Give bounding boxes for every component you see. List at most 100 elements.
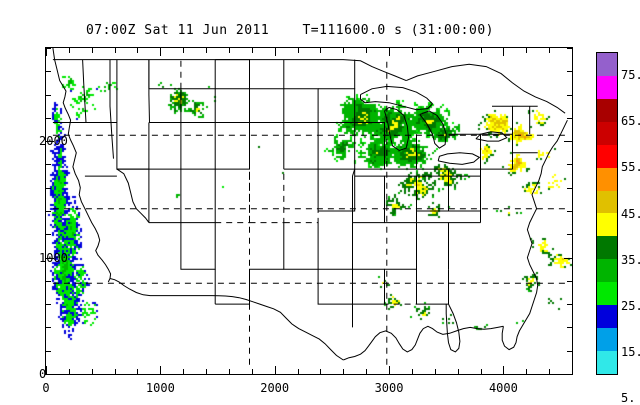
lake-michigan bbox=[384, 106, 410, 152]
colorbar-tick-label: 5. bbox=[621, 391, 636, 405]
x-tick bbox=[320, 369, 321, 374]
y-tick bbox=[46, 95, 51, 96]
y-tick-right bbox=[567, 211, 572, 212]
la-ms-line bbox=[317, 269, 353, 305]
x-tick bbox=[252, 369, 253, 374]
colorbar-band bbox=[597, 305, 617, 329]
x-tick-top bbox=[229, 48, 230, 53]
y-tick-right bbox=[567, 48, 572, 49]
x-tick-top bbox=[481, 48, 482, 53]
nm-tx-line bbox=[180, 222, 216, 270]
x-tick-top bbox=[549, 48, 550, 53]
x-tick-top bbox=[183, 48, 184, 53]
x-tick bbox=[549, 369, 550, 374]
colorbar-tick-label: 45. bbox=[621, 206, 640, 221]
x-tick-top bbox=[115, 48, 116, 53]
x-tick bbox=[69, 369, 70, 374]
y-tick bbox=[46, 48, 51, 49]
colorbar-band bbox=[597, 236, 617, 260]
x-tick bbox=[366, 369, 367, 374]
x-tick bbox=[343, 369, 344, 374]
mexico-border bbox=[109, 278, 344, 361]
x-tick bbox=[298, 369, 299, 374]
x-tick bbox=[275, 366, 276, 374]
x-tick bbox=[229, 369, 230, 374]
x-tick-top bbox=[526, 48, 527, 53]
colorbar-tick-label: 15. bbox=[621, 344, 640, 359]
lake-huron bbox=[419, 110, 447, 149]
x-axis-tick-label: 1000 bbox=[145, 381, 175, 395]
colorbar-band bbox=[597, 190, 617, 214]
x-tick bbox=[572, 369, 573, 374]
colorbar-tick-label: 65. bbox=[621, 114, 640, 129]
y-tick bbox=[46, 118, 51, 119]
x-tick-top bbox=[503, 48, 504, 56]
colorbar-band bbox=[597, 144, 617, 168]
x-tick-top bbox=[435, 48, 436, 53]
wa-or-coast-line bbox=[82, 59, 87, 123]
wy-line bbox=[180, 88, 216, 123]
y-tick bbox=[46, 234, 51, 235]
y-tick-right bbox=[567, 164, 572, 165]
gulf-coastline bbox=[343, 325, 504, 361]
x-tick bbox=[458, 369, 459, 374]
ky-il-line bbox=[352, 168, 356, 223]
y-tick-right bbox=[567, 71, 572, 72]
wi-line bbox=[318, 88, 356, 123]
y-tick-right bbox=[567, 327, 572, 328]
ga-fl-line bbox=[416, 269, 449, 305]
colorbar-band bbox=[597, 350, 617, 374]
x-tick-top bbox=[137, 48, 138, 53]
oh-in-line bbox=[384, 122, 417, 170]
x-tick-top bbox=[412, 48, 413, 53]
y-tick bbox=[46, 141, 54, 142]
x-axis-tick-label: 3000 bbox=[374, 381, 404, 395]
x-tick bbox=[183, 369, 184, 374]
ut-az-nm-corner bbox=[148, 168, 182, 224]
x-tick-top bbox=[343, 48, 344, 53]
colorbar-band bbox=[597, 259, 617, 283]
x-tick bbox=[46, 366, 47, 374]
y-tick-right bbox=[567, 95, 572, 96]
y-tick-right bbox=[564, 374, 572, 375]
colorbar-tick-label: 35. bbox=[621, 252, 640, 267]
x-tick-top bbox=[366, 48, 367, 53]
x-axis-tick-label: 4000 bbox=[488, 381, 518, 395]
colorbar-band bbox=[597, 328, 617, 351]
va-line bbox=[416, 210, 481, 223]
x-tick bbox=[92, 369, 93, 374]
y-tick bbox=[46, 71, 51, 72]
y-tick bbox=[46, 281, 51, 282]
x-tick bbox=[137, 369, 138, 374]
y-tick bbox=[46, 351, 51, 352]
ca-az-colorado-river bbox=[116, 168, 150, 223]
colorbar-tick-label: 25. bbox=[621, 298, 640, 313]
plot-title: 07:00Z Sat 11 Jun 2011 T=111600.0 s (31:… bbox=[85, 23, 494, 38]
colorbar-band bbox=[597, 213, 617, 237]
x-tick bbox=[526, 369, 527, 374]
colorbar-band bbox=[597, 53, 617, 76]
colorbar-band bbox=[597, 98, 617, 122]
x-tick bbox=[435, 369, 436, 374]
y-tick bbox=[46, 327, 51, 328]
us-map-boundaries bbox=[52, 48, 568, 365]
pacific-coastline bbox=[52, 48, 112, 283]
colorbar-tick-label: 75. bbox=[621, 68, 640, 83]
y-tick-right bbox=[567, 188, 572, 189]
ks-ne-line bbox=[215, 122, 250, 170]
x-tick-top bbox=[69, 48, 70, 53]
y-tick-right bbox=[567, 281, 572, 282]
x-tick bbox=[503, 366, 504, 374]
x-tick-top bbox=[206, 48, 207, 53]
atlantic-coastline bbox=[501, 119, 568, 351]
sd-mn-line bbox=[249, 88, 285, 123]
x-tick bbox=[412, 369, 413, 374]
ky-tn-line bbox=[352, 175, 385, 224]
y-tick bbox=[46, 304, 51, 305]
al-ga-line bbox=[352, 268, 385, 305]
x-tick-top bbox=[46, 48, 47, 56]
lake-erie bbox=[437, 152, 481, 165]
colorbar-tick-label: 55. bbox=[621, 160, 640, 175]
wa-or-id-line bbox=[109, 59, 114, 159]
ar-ok-line bbox=[283, 222, 319, 270]
